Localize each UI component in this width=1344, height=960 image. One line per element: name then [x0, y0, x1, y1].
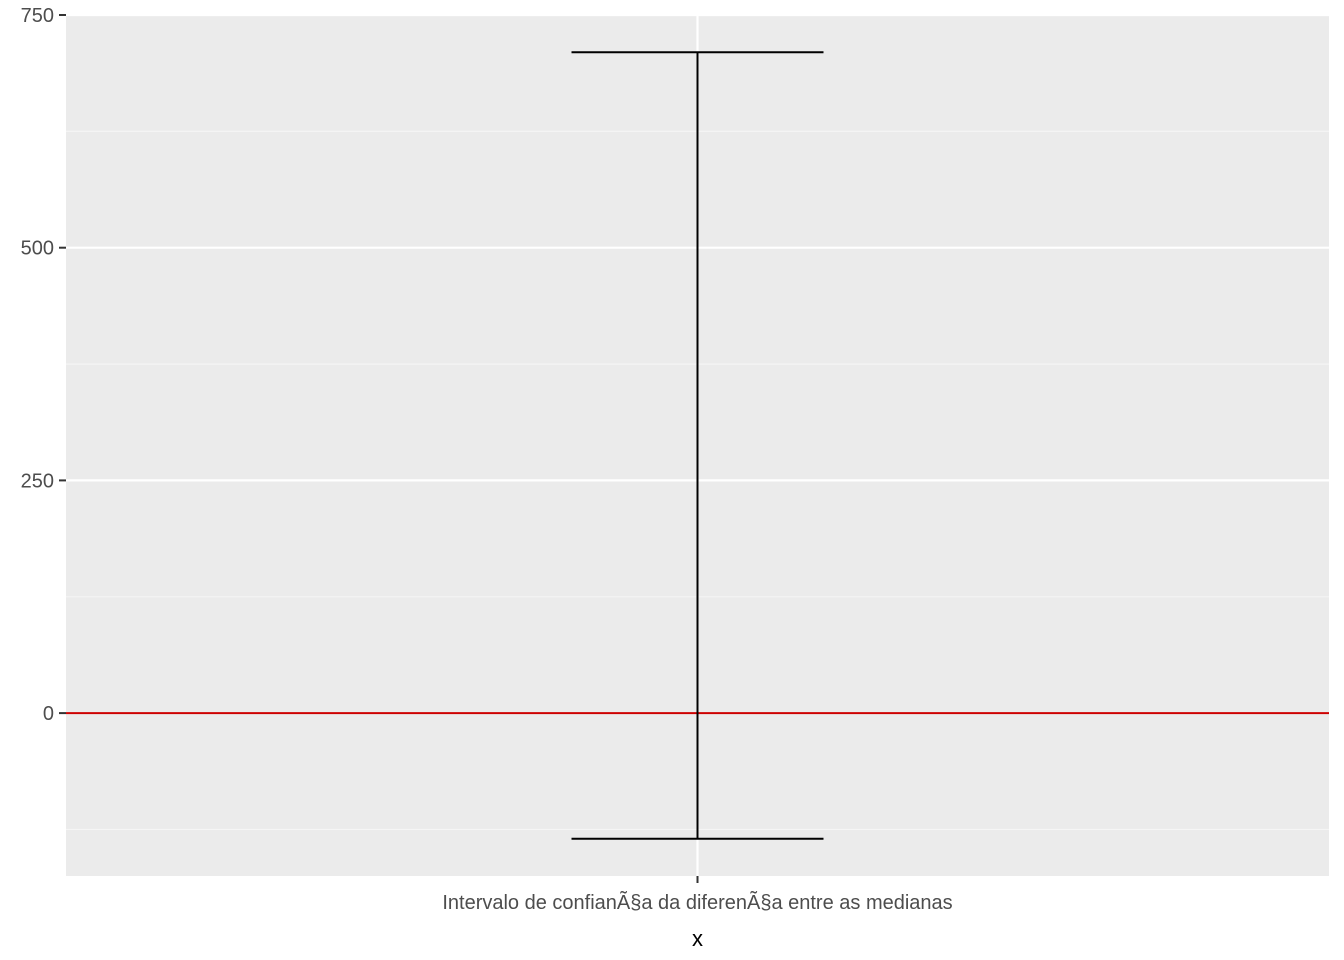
errorbar-group — [571, 51, 824, 840]
y-tick-label: 0 — [43, 703, 54, 725]
errorbar — [571, 51, 824, 840]
y-axis: 0 250 500 750 — [21, 5, 66, 725]
y-tick-label: 750 — [21, 5, 54, 27]
x-tick-label: Intervalo de confianÃ§a da diferenÃ§a en… — [442, 890, 952, 914]
y-tick-label: 500 — [21, 238, 54, 260]
x-axis: Intervalo de confianÃ§a da diferenÃ§a en… — [442, 876, 953, 914]
y-tick-label: 250 — [21, 470, 54, 492]
x-axis-title: x — [692, 926, 703, 951]
